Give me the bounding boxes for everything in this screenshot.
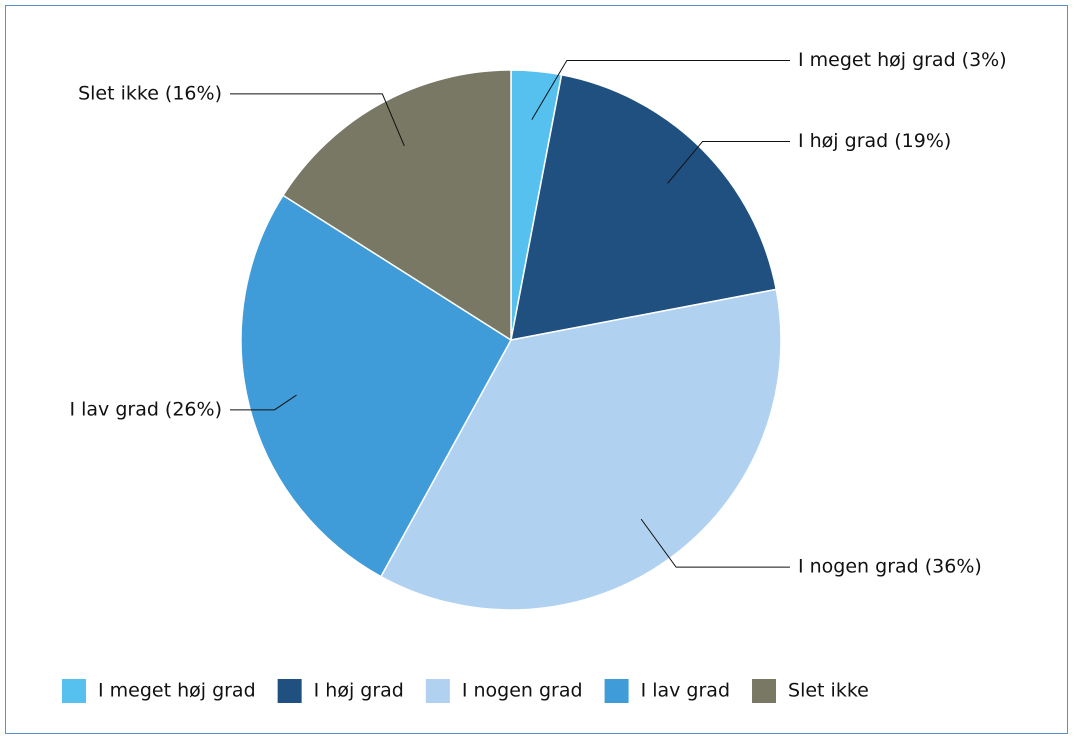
data-label: I høj grad (19%) — [798, 130, 951, 152]
legend-swatch — [604, 679, 629, 703]
data-label: I lav grad (26%) — [69, 398, 222, 420]
data-label: I meget høj grad (3%) — [798, 49, 1007, 71]
pie-slice — [240, 194, 512, 578]
data-label: Slet ikke (16%) — [78, 82, 222, 104]
pie-slice — [510, 73, 778, 341]
legend-swatch — [62, 679, 86, 703]
legend-swatch — [277, 679, 302, 703]
legend-label: I nogen grad — [462, 680, 583, 702]
legend-label: I lav grad — [641, 680, 730, 702]
leader-line — [531, 59, 790, 120]
leader-line — [667, 140, 790, 184]
data-label: I nogen grad (36%) — [798, 556, 982, 578]
legend-label: I høj grad — [314, 680, 404, 702]
legend-label: I meget høj grad — [98, 680, 256, 702]
leader-line — [230, 394, 297, 411]
pie-slice — [281, 69, 512, 342]
legend-swatch — [425, 679, 450, 703]
leader-line — [230, 93, 405, 147]
leader-line — [640, 518, 790, 568]
legend-label: Slet ikke — [788, 680, 869, 702]
legend-swatch — [752, 679, 777, 703]
